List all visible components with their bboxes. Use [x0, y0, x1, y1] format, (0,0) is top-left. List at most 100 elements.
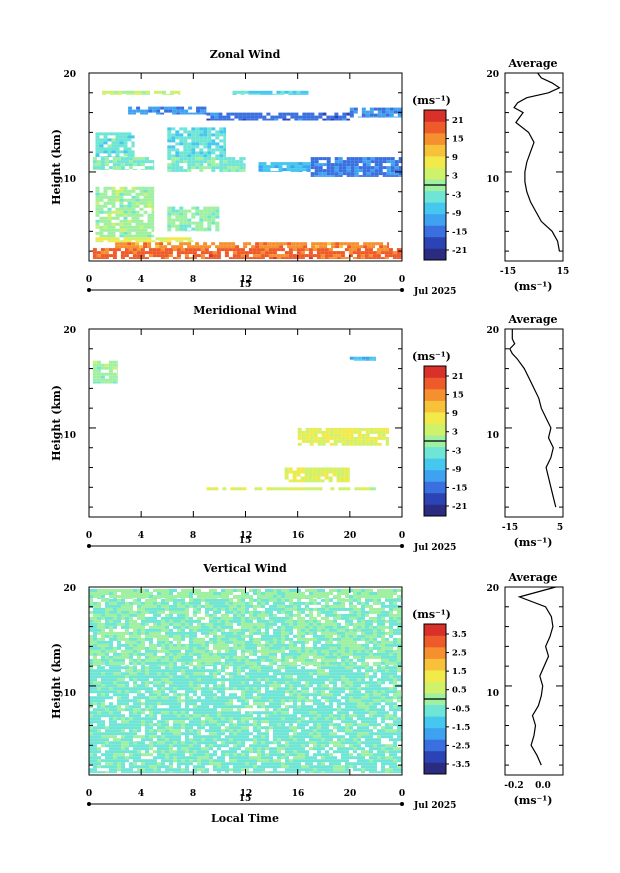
heatmap-cell — [96, 378, 101, 382]
heatmap-cell — [181, 681, 185, 685]
heatmap-cell — [305, 687, 309, 691]
heatmap-cell — [253, 711, 257, 715]
heatmap-cell — [300, 90, 305, 94]
heatmap-cell — [389, 681, 393, 685]
heatmap-cell — [241, 666, 245, 670]
heatmap-cell — [123, 216, 128, 220]
heatmap-cell — [141, 723, 145, 727]
heatmap-cell — [306, 165, 311, 169]
heatmap-cell — [317, 699, 321, 703]
heatmap-cell — [201, 604, 205, 608]
heatmap-cell — [325, 666, 329, 670]
heatmap-cell — [329, 649, 333, 653]
heatmap-cell — [381, 720, 385, 724]
heatmap-cell — [329, 669, 333, 673]
avg-y-tick-label: 20 — [486, 326, 499, 336]
heatmap-cell — [361, 705, 365, 709]
heatmap-cell — [97, 723, 101, 727]
heatmap-cell — [213, 669, 217, 673]
heatmap-cell — [337, 655, 341, 659]
heatmap-cell — [317, 649, 321, 653]
heatmap-cell — [345, 723, 349, 727]
heatmap-cell — [197, 640, 201, 644]
heatmap-cell — [354, 160, 359, 164]
heatmap-cell — [297, 613, 301, 617]
heatmap-cell — [345, 675, 349, 679]
heatmap-cell — [101, 658, 105, 662]
heatmap-cell — [141, 613, 145, 617]
heatmap-cell — [109, 666, 113, 670]
heatmap-cell — [369, 696, 373, 700]
heatmap-cell — [109, 705, 113, 709]
heatmap-cell — [151, 228, 155, 232]
heatmap-cell — [89, 652, 93, 656]
heatmap-cell — [212, 254, 217, 258]
heatmap-cell — [123, 240, 128, 243]
heatmap-cell — [143, 225, 148, 229]
heatmap-cell — [290, 165, 295, 169]
colorbar-tick-label: 21 — [452, 372, 464, 382]
heatmap-cell — [113, 634, 117, 638]
heatmap-cell — [337, 687, 341, 691]
heatmap-cell — [131, 245, 136, 249]
heatmap-cell — [101, 613, 105, 617]
heatmap-cell — [273, 675, 277, 679]
heatmap-cell — [185, 661, 189, 665]
heatmap-cell — [100, 169, 105, 170]
heatmap-cell — [225, 637, 229, 641]
heatmap-cell — [245, 699, 249, 703]
heatmap-cell — [197, 711, 201, 715]
heatmap-cell — [105, 649, 109, 653]
heatmap-cell — [207, 206, 212, 210]
heatmap-cell — [380, 257, 385, 259]
heatmap-cell — [241, 649, 245, 653]
heatmap-cell — [345, 613, 349, 617]
heatmap-cell — [144, 166, 149, 170]
heatmap-cell — [175, 209, 180, 213]
heatmap-cell — [147, 219, 152, 223]
heatmap-cell — [139, 192, 144, 196]
heatmap-cell — [373, 430, 378, 434]
heatmap-cell — [261, 619, 265, 623]
heatmap-cell — [117, 666, 121, 670]
heatmap-cell — [297, 622, 301, 626]
heatmap-cell — [289, 643, 293, 647]
heatmap-cell — [161, 604, 165, 608]
heatmap-cell — [281, 699, 285, 703]
heatmap-cell — [233, 640, 237, 644]
heatmap-cell — [181, 637, 185, 641]
avg-frame — [504, 72, 564, 262]
heatmap-cell — [215, 245, 220, 249]
heatmap-cell — [257, 714, 261, 718]
heatmap-cell — [237, 610, 241, 614]
heatmap-cell — [313, 652, 317, 656]
heatmap-cell — [157, 693, 161, 697]
heatmap-cell — [116, 169, 121, 170]
heatmap-cell — [393, 687, 397, 691]
heatmap-cell — [241, 714, 245, 718]
heatmap-cell — [187, 130, 192, 134]
heatmap-cell — [203, 139, 208, 143]
heatmap-cell — [357, 675, 361, 679]
heatmap-cell — [189, 726, 193, 730]
heatmap-cell — [109, 672, 113, 676]
heatmap-cell — [373, 681, 377, 685]
heatmap-cell — [197, 616, 201, 620]
heatmap-cell — [193, 693, 197, 697]
heatmap-cell — [328, 470, 333, 474]
heatmap-cell — [321, 430, 326, 434]
heatmap-cell — [249, 711, 253, 715]
heatmap-cell — [254, 115, 259, 119]
heatmap-cell — [151, 234, 155, 238]
heatmap-cell — [269, 711, 273, 715]
heatmap-cell — [341, 675, 345, 679]
heatmap-cell — [207, 227, 212, 231]
heatmap-cell — [145, 708, 149, 712]
heatmap-cell — [111, 141, 116, 145]
heatmap-cell — [389, 705, 393, 709]
heatmap-cell — [95, 210, 100, 214]
heatmap-cell — [377, 711, 381, 715]
heatmap-cell — [192, 254, 197, 258]
heatmap-cell — [209, 622, 213, 626]
heatmap-cell — [258, 165, 263, 169]
